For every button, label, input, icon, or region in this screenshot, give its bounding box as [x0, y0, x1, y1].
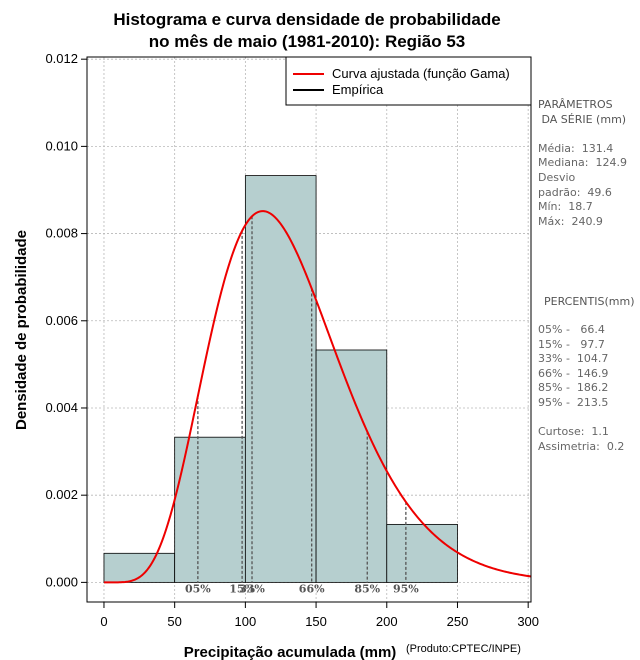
- product-note: (Produto:CPTEC/INPE): [406, 643, 521, 655]
- histogram-bar: [174, 436, 246, 583]
- params-title-line-2: DA SÉRIE (mm): [538, 112, 627, 126]
- y-tick-label: 0.008: [45, 226, 78, 241]
- percentil-33: 33% - 104.7: [538, 352, 609, 366]
- x-tick-label: 150: [305, 614, 327, 629]
- chart-title-line-1: Histograma e curva densidade de probabil…: [113, 10, 500, 29]
- stats-panel: PARÂMETROS DA SÉRIE (mm) Média: 131.4 Me…: [538, 98, 640, 229]
- x-tick-label: 300: [517, 614, 539, 629]
- spacer: [538, 411, 640, 426]
- histogram-bar: [244, 175, 317, 583]
- y-tick-label: 0.006: [45, 313, 78, 328]
- chart-title-line-2: no mês de maio (1981-2010): Região 53: [149, 32, 466, 51]
- percentile-label: 85%: [354, 582, 380, 595]
- percentis-title: PERCENTIS(mm): [544, 295, 635, 308]
- spacer: [538, 127, 640, 142]
- percentis-panel: PERCENTIS(mm): [544, 295, 640, 310]
- stat-kurtosis: Curtose: 1.1: [538, 425, 609, 439]
- legend-label-empirical: Empírica: [332, 82, 384, 97]
- histogram-bar: [386, 523, 458, 583]
- axes: 0 50 100 150 200 250 300 0.000 0.002 0.004 0.006 0.…: [45, 51, 539, 629]
- stat-max: Máx: 240.9: [538, 214, 603, 228]
- y-tick-label: 0.000: [45, 574, 78, 589]
- stat-stddev-label: Desvio: [538, 170, 576, 184]
- fitted-gamma-curve: [103, 210, 532, 584]
- y-tick-label: 0.012: [45, 51, 78, 66]
- y-tick-label: 0.002: [45, 487, 78, 502]
- legend-box: [285, 56, 532, 106]
- histogram-bar: [315, 349, 388, 583]
- stat-skewness: Assimetria: 0.2: [538, 439, 625, 453]
- params-title-line-1: PARÂMETROS: [538, 98, 613, 111]
- x-axis-label: Precipitação acumulada (mm): [184, 644, 397, 660]
- percentile-label: 33%: [239, 582, 265, 595]
- stat-min: Mín: 18.7: [538, 200, 593, 214]
- percentil-66: 66% - 146.9: [538, 366, 609, 380]
- percentil-95: 95% - 213.5: [538, 395, 609, 409]
- x-tick-label: 0: [100, 614, 107, 629]
- legend: Curva ajustada (função Gama) Empírica: [285, 56, 532, 106]
- percentil-85: 85% - 186.2: [538, 381, 609, 395]
- x-tick-label: 100: [235, 614, 257, 629]
- y-axis-label: Densidade de probabilidade: [13, 230, 30, 430]
- histogram-bars: [103, 175, 458, 583]
- percentile-label: 95%: [393, 582, 419, 595]
- percentile-label: 05%: [185, 582, 211, 595]
- x-tick-label: 250: [447, 614, 469, 629]
- percentis-list: 05% - 66.4 15% - 97.7 33% - 104.7 66% - …: [538, 323, 640, 454]
- percentil-05: 05% - 66.4: [538, 323, 605, 336]
- percentile-label: 66%: [299, 582, 325, 595]
- percentil-15: 15% - 97.7: [538, 337, 605, 351]
- stat-stddev: padrão: 49.6: [538, 185, 612, 199]
- legend-label-fitted: Curva ajustada (função Gama): [332, 66, 510, 81]
- stat-median: Mediana: 124.9: [538, 156, 627, 170]
- y-tick-label: 0.004: [45, 400, 78, 415]
- percentile-label: 15%: [229, 582, 255, 595]
- y-tick-label: 0.010: [45, 138, 78, 153]
- percentile-markers: 05% 15%33% 66% 85% 95%: [185, 216, 419, 595]
- x-tick-label: 200: [376, 614, 398, 629]
- x-tick-label: 50: [167, 614, 181, 629]
- stat-mean: Média: 131.4: [538, 141, 614, 155]
